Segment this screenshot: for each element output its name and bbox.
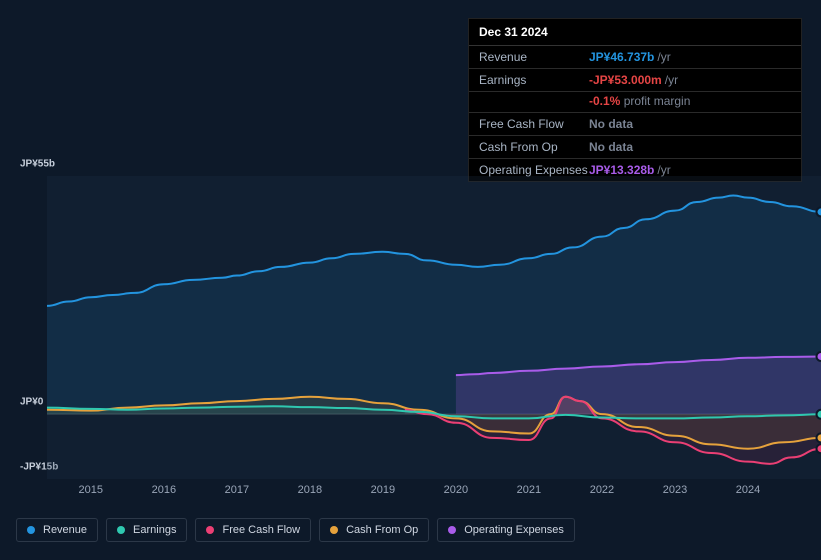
x-axis-label: 2019 — [371, 484, 395, 496]
legend-label: Revenue — [43, 524, 87, 536]
legend-item-free-cash-flow[interactable]: Free Cash Flow — [195, 518, 311, 542]
x-axis-label: 2022 — [590, 484, 614, 496]
legend-dot-icon — [206, 526, 214, 534]
chart-svg — [47, 176, 821, 479]
legend-item-cash-from-op[interactable]: Cash From Op — [319, 518, 429, 542]
tooltip-label: Revenue — [479, 50, 589, 64]
series-end-marker — [817, 433, 821, 442]
legend-label: Cash From Op — [346, 524, 418, 536]
x-axis-label: 2020 — [444, 484, 468, 496]
legend-item-earnings[interactable]: Earnings — [106, 518, 187, 542]
legend-dot-icon — [27, 526, 35, 534]
series-end-marker — [817, 444, 821, 453]
x-axis-label: 2023 — [663, 484, 687, 496]
x-axis-label: 2024 — [736, 484, 760, 496]
tooltip-value: JP¥46.737b/yr — [589, 50, 791, 64]
tooltip-row: RevenueJP¥46.737b/yr — [469, 46, 801, 69]
series-end-marker — [817, 410, 821, 419]
tooltip-row: Cash From OpNo data — [469, 136, 801, 159]
tooltip-value: JP¥13.328b/yr — [589, 163, 791, 177]
x-axis: 2015 2016 2017 2018 2019 2020 2021 2022 2023 2024 — [16, 484, 805, 499]
x-axis-label: 2018 — [298, 484, 322, 496]
legend-item-operating-expenses[interactable]: Operating Expenses — [437, 518, 575, 542]
tooltip-row: Free Cash FlowNo data — [469, 113, 801, 136]
tooltip-label: Free Cash Flow — [479, 117, 589, 131]
tooltip-label: Cash From Op — [479, 140, 589, 154]
legend-dot-icon — [117, 526, 125, 534]
legend-dot-icon — [330, 526, 338, 534]
tooltip-label: Operating Expenses — [479, 163, 589, 177]
tooltip-date: Dec 31 2024 — [469, 19, 801, 46]
x-axis-label: 2016 — [152, 484, 176, 496]
legend-label: Operating Expenses — [464, 524, 564, 536]
tooltip-subrow: -0.1% profit margin — [469, 92, 801, 113]
tooltip-value: -JP¥53.000m/yr — [589, 73, 791, 87]
chart-legend: Revenue Earnings Free Cash Flow Cash From O… — [16, 518, 575, 542]
chart-tooltip: Dec 31 2024 RevenueJP¥46.737b/yrEarnings… — [468, 18, 802, 182]
x-axis-label: 2021 — [517, 484, 541, 496]
x-axis-label: 2015 — [79, 484, 103, 496]
series-end-marker — [817, 207, 821, 216]
chart-plot-area: JP¥55bJP¥0-JP¥15b — [16, 176, 805, 479]
legend-dot-icon — [448, 526, 456, 534]
tooltip-value: No data — [589, 117, 791, 131]
tooltip-label: Earnings — [479, 73, 589, 87]
x-axis-label: 2017 — [225, 484, 249, 496]
y-axis-label: -JP¥15b — [20, 462, 28, 473]
y-axis-label: JP¥0 — [20, 397, 28, 408]
tooltip-value: No data — [589, 140, 791, 154]
tooltip-row: Earnings-JP¥53.000m/yr — [469, 69, 801, 92]
legend-label: Free Cash Flow — [222, 524, 300, 536]
legend-label: Earnings — [133, 524, 176, 536]
legend-item-revenue[interactable]: Revenue — [16, 518, 98, 542]
series-end-marker — [817, 352, 821, 361]
y-axis-label: JP¥55b — [20, 159, 28, 170]
